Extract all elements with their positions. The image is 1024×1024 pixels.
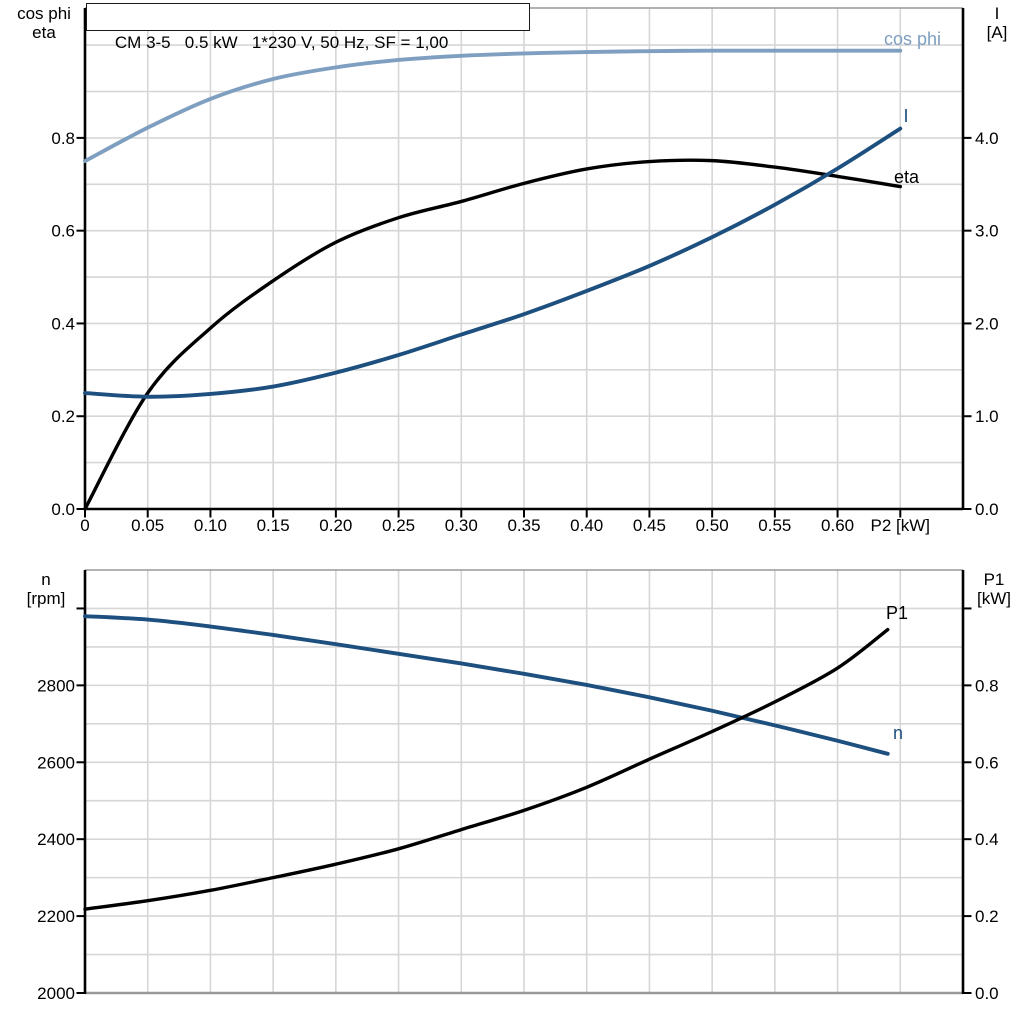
x-axis-tick-label: 0.60 xyxy=(821,516,854,535)
top-chart-left-axis-title: cos phi eta xyxy=(4,4,84,42)
curves: cos phi eta I xyxy=(83,29,941,511)
right-axis-tick-label: 3.0 xyxy=(975,222,999,241)
axis-ticks: 2000 2200 2400 2600 2800 0.0 0.2 0.4 0.6 0.8 xyxy=(37,607,999,1003)
x-axis-tick-label: 0.05 xyxy=(131,516,164,535)
curve-eta xyxy=(83,158,902,511)
left-axis-tick-label: 2800 xyxy=(37,676,75,695)
left-axis-title-line1: cos phi xyxy=(17,4,71,23)
gridlines xyxy=(85,570,963,993)
gridlines xyxy=(85,8,963,509)
right-axis-tick-label: 2.0 xyxy=(975,314,999,333)
left-axis-tick-label: 0.4 xyxy=(51,314,75,333)
top-chart-right-axis-title: I [A] xyxy=(972,4,1022,42)
right-axis-tick-label: 0.4 xyxy=(975,830,999,849)
left-axis-tick-label: 2000 xyxy=(37,984,75,1003)
right-axis-tick-label: 1.0 xyxy=(975,407,999,426)
x-axis-tick-label: 0.40 xyxy=(570,516,603,535)
x-axis-tick-label: 0.50 xyxy=(696,516,729,535)
x-axis-tick-label: 0.20 xyxy=(319,516,352,535)
x-axis-tick-label: 0 xyxy=(80,516,89,535)
curve-label-p1: P1 xyxy=(886,603,908,623)
curve-label-cos-phi: cos phi xyxy=(884,29,941,49)
x-axis-tick-label: 0.30 xyxy=(445,516,478,535)
left-axis-tick-label: 0.8 xyxy=(51,129,75,148)
x-axis-tick-label: 0.45 xyxy=(633,516,666,535)
x-axis-tick-label: 0.55 xyxy=(758,516,791,535)
left-axis-tick-label: 0.0 xyxy=(51,500,75,519)
axis-ticks: 0.0 0.2 0.4 0.6 0.8 0.0 1.0 2.0 3.0 4.0 0 0.05 0.10 0… xyxy=(51,129,998,535)
power-axis-title-line2: [kW] xyxy=(977,589,1011,608)
x-axis-tick-label: 0.25 xyxy=(382,516,415,535)
curve-n xyxy=(83,614,890,756)
right-axis-title-line2: [A] xyxy=(986,23,1008,42)
right-axis-tick-label: 0.2 xyxy=(975,907,999,926)
left-axis-tick-label: 0.2 xyxy=(51,407,75,426)
curve-cos-phi xyxy=(83,48,903,164)
right-axis-tick-label: 0.0 xyxy=(975,984,999,1003)
speed-axis-title-line1: n xyxy=(41,570,51,589)
curve-p1 xyxy=(83,627,890,911)
left-axis-tick-label: 2400 xyxy=(37,830,75,849)
right-axis-tick-label: 0.8 xyxy=(975,676,999,695)
speed-axis-title-line2: [rpm] xyxy=(26,589,66,608)
x-axis-tick-label: 0.10 xyxy=(194,516,227,535)
curves: n P1 xyxy=(83,603,908,911)
x-axis-tick-label: P2 [kW] xyxy=(871,516,931,535)
right-axis-tick-label: 4.0 xyxy=(975,129,999,148)
right-axis-tick-label: 0.6 xyxy=(975,753,999,772)
left-axis-tick-label: 2600 xyxy=(37,753,75,772)
curve-label-n: n xyxy=(893,723,903,743)
bottom-chart-left-axis-title: n [rpm] xyxy=(10,570,82,608)
right-axis-tick-label: 0.0 xyxy=(975,500,999,519)
x-axis-tick-label: 0.15 xyxy=(257,516,290,535)
top-chart: 0.0 0.2 0.4 0.6 0.8 0.0 1.0 2.0 3.0 4.0 0 0.05 0.10 0… xyxy=(51,7,999,535)
plot-frame xyxy=(83,569,965,995)
chart-title-text: CM 3-5 0.5 kW 1*230 V, 50 Hz, SF = 1,00 xyxy=(114,33,449,52)
left-axis-title-line2: eta xyxy=(32,23,56,42)
power-axis-title-line1: P1 xyxy=(983,570,1005,589)
left-axis-tick-label: 2200 xyxy=(37,907,75,926)
bottom-chart-right-axis-title: P1 [kW] xyxy=(966,570,1022,608)
curve-label-eta: eta xyxy=(894,167,920,187)
curve-label-i: I xyxy=(903,106,908,126)
x-axis-tick-label: 0.35 xyxy=(507,516,540,535)
chart-title-box: CM 3-5 0.5 kW 1*230 V, 50 Hz, SF = 1,00 xyxy=(86,3,530,52)
left-axis-tick-label: 0.6 xyxy=(51,222,75,241)
right-axis-title-line1: I xyxy=(994,4,1000,23)
bottom-chart: 2000 2200 2400 2600 2800 0.0 0.2 0.4 0.6 0.8 n P1 xyxy=(37,569,999,1003)
curve-i xyxy=(83,126,903,399)
